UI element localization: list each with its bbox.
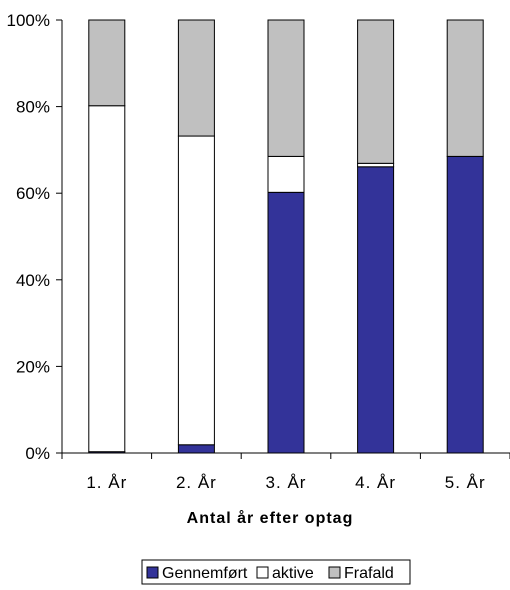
x-tick-label: 3. År bbox=[266, 473, 307, 492]
bar-segment bbox=[88, 105, 126, 453]
legend-swatch bbox=[146, 566, 159, 579]
y-tick-label: 40% bbox=[16, 271, 50, 290]
legend-swatch bbox=[256, 566, 269, 579]
bar-segment bbox=[177, 444, 215, 454]
x-tick-label: 1. År bbox=[86, 473, 127, 492]
x-axis-title: Antal år efter optag bbox=[187, 509, 354, 527]
bar-segment bbox=[267, 155, 305, 193]
x-tick-label: 5. År bbox=[445, 473, 486, 492]
y-tick-label: 100% bbox=[7, 11, 50, 30]
bar-stack bbox=[88, 19, 126, 454]
bar-segment bbox=[177, 135, 215, 446]
axes bbox=[61, 20, 510, 454]
legend-item: aktive bbox=[256, 565, 314, 582]
legend-item: Frafald bbox=[328, 565, 394, 582]
bar-segment bbox=[446, 19, 484, 157]
bar-segment bbox=[357, 166, 395, 454]
bar-segment bbox=[267, 19, 305, 157]
bar-segment bbox=[177, 19, 215, 137]
bar-segment bbox=[357, 162, 395, 168]
legend-box bbox=[141, 559, 411, 585]
legend-label: Frafald bbox=[344, 565, 394, 582]
legend: Gennemført aktive Frafald bbox=[141, 559, 411, 585]
y-axis-ticks: 0% 20% 40% 60% 80% 100% bbox=[7, 11, 62, 463]
bar-stack bbox=[267, 19, 305, 454]
y-tick-label: 60% bbox=[16, 184, 50, 203]
x-axis-ticks: 1. År 2. År 3. År 4. År 5. År bbox=[61, 453, 510, 492]
bar-segment bbox=[446, 155, 484, 454]
y-tick-label: 0% bbox=[25, 444, 50, 463]
x-tick-label: 2. År bbox=[176, 473, 217, 492]
legend-label: aktive bbox=[272, 565, 314, 582]
x-tick-label: 4. År bbox=[355, 473, 396, 492]
legend-label: Gennemført bbox=[162, 565, 248, 582]
legend-swatch bbox=[328, 566, 341, 579]
bars bbox=[88, 19, 484, 454]
y-tick-label: 20% bbox=[16, 357, 50, 376]
bar-segment bbox=[267, 191, 305, 454]
bar-segment bbox=[357, 19, 395, 164]
bar-stack bbox=[446, 19, 484, 454]
y-tick-label: 80% bbox=[16, 98, 50, 117]
bar-stack bbox=[357, 19, 395, 454]
bar-segment bbox=[88, 19, 126, 107]
bar-stack bbox=[177, 19, 215, 454]
legend-item: Gennemført bbox=[146, 565, 248, 582]
